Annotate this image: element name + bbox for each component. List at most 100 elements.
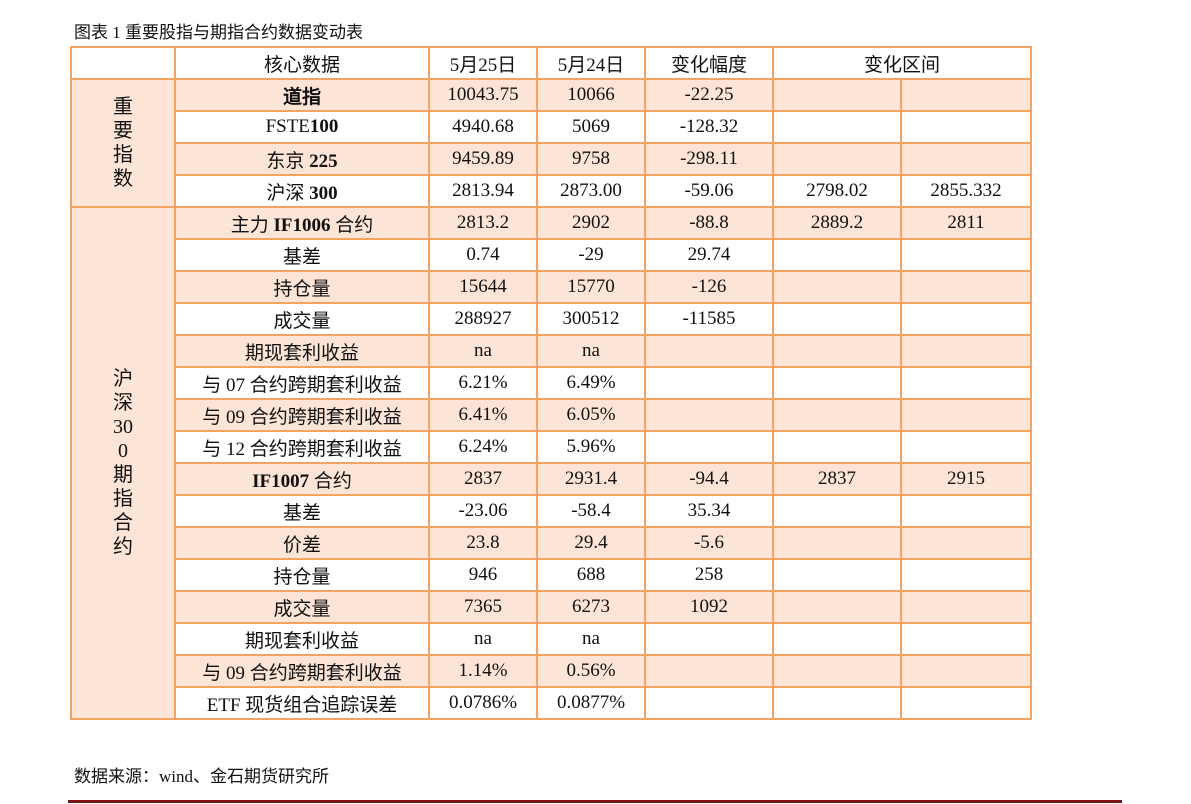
table-row: 与 12 合约跨期套利收益 6.24% 5.96% xyxy=(71,430,1032,464)
row-label: 沪深 300 xyxy=(174,174,430,208)
value-cell: 6.24% xyxy=(428,430,538,464)
value-cell xyxy=(900,430,1032,464)
table-row: 期现套利收益 na na xyxy=(71,334,1032,368)
value-cell: 2837 xyxy=(772,462,902,496)
value-cell: 2873.00 xyxy=(536,174,646,208)
table-row: 东京 225 9459.89 9758 -298.11 xyxy=(71,142,1032,176)
label-suffix: 合约 xyxy=(330,214,374,236)
source-note: 数据来源：wind、金石期货研究所 xyxy=(74,767,329,786)
value-cell: -58.4 xyxy=(536,494,646,528)
row-label: 与 12 合约跨期套利收益 xyxy=(174,430,430,464)
value-cell: 1092 xyxy=(644,590,774,624)
table-row: 沪深 300 2813.94 2873.00 -59.06 2798.02 2855.33… xyxy=(71,174,1032,208)
value-cell xyxy=(900,142,1032,176)
label-text: FSTE xyxy=(265,116,310,137)
table-row: 沪深300期指合约 主力 IF1006 合约 2813.2 2902 -88.8 2889… xyxy=(70,206,1032,720)
table-row: 与 09 合约跨期套利收益 6.41% 6.05% xyxy=(71,398,1032,432)
row-label: 与 09 合约跨期套利收益 xyxy=(174,398,430,432)
value-cell: 2931.4 xyxy=(536,462,646,496)
label-code: 300 xyxy=(309,182,338,204)
table-row: 与 07 合约跨期套利收益 6.21% 6.49% xyxy=(71,366,1032,400)
value-cell: 2798.02 xyxy=(772,174,902,208)
value-cell: 0.56% xyxy=(536,654,646,688)
table-row: IF1007 合约 2837 2931.4 -94.4 2837 2915 xyxy=(71,462,1032,496)
value-cell: 6.41% xyxy=(428,398,538,432)
value-cell: 2813.2 xyxy=(428,206,538,240)
table-row: 与 09 合约跨期套利收益 1.14% 0.56% xyxy=(71,654,1032,688)
value-cell: 9758 xyxy=(536,142,646,176)
value-cell: 0.74 xyxy=(428,238,538,272)
value-cell: 15770 xyxy=(536,270,646,304)
value-cell xyxy=(772,494,902,528)
value-cell: na xyxy=(428,622,538,656)
value-cell xyxy=(644,686,774,720)
row-label: IF1007 合约 xyxy=(174,462,430,496)
value-cell xyxy=(772,686,902,720)
value-cell: 5.96% xyxy=(536,430,646,464)
row-label: FSTE100 xyxy=(174,110,430,144)
value-cell xyxy=(900,302,1032,336)
value-cell xyxy=(900,654,1032,688)
value-cell: 300512 xyxy=(536,302,646,336)
label-suffix: 合约 xyxy=(309,470,352,492)
row-label: 期现套利收益 xyxy=(174,334,430,368)
value-cell xyxy=(772,110,902,144)
value-cell xyxy=(772,430,902,464)
header-cell xyxy=(70,46,176,80)
header-row: 核心数据 5月25日 5月24日 变化幅度 变化区间 xyxy=(70,46,1032,80)
value-cell xyxy=(644,334,774,368)
table-row: 持仓量 946 688 258 xyxy=(71,558,1032,592)
table-row: ETF 现货组合追踪误差 0.0786% 0.0877% xyxy=(71,686,1032,720)
value-cell: 2889.2 xyxy=(772,206,902,240)
value-cell: 4940.68 xyxy=(428,110,538,144)
value-cell xyxy=(772,302,902,336)
row-label: 基差 xyxy=(174,238,430,272)
value-cell xyxy=(900,686,1032,720)
table-row: 期现套利收益 na na xyxy=(71,622,1032,656)
value-cell: 6.49% xyxy=(536,366,646,400)
value-cell: 9459.89 xyxy=(428,142,538,176)
value-cell xyxy=(772,654,902,688)
row-label: 价差 xyxy=(174,526,430,560)
group-label: 重要指数 xyxy=(70,78,176,208)
group-label: 沪深300期指合约 xyxy=(70,206,176,720)
value-cell xyxy=(900,398,1032,432)
row-label: 持仓量 xyxy=(174,270,430,304)
value-cell: 6273 xyxy=(536,590,646,624)
value-cell xyxy=(772,558,902,592)
value-cell xyxy=(644,366,774,400)
data-table: 核心数据 5月25日 5月24日 变化幅度 变化区间 重要指数 道指 10043.75 100 6… xyxy=(70,46,1032,720)
table-row: 价差 23.8 29.4 -5.6 xyxy=(71,526,1032,560)
value-cell: 7365 xyxy=(428,590,538,624)
value-cell: 2902 xyxy=(536,206,646,240)
value-cell xyxy=(900,622,1032,656)
value-cell xyxy=(644,430,774,464)
value-cell xyxy=(644,622,774,656)
value-cell: 23.8 xyxy=(428,526,538,560)
value-cell: 258 xyxy=(644,558,774,592)
value-cell xyxy=(900,270,1032,304)
value-cell xyxy=(900,366,1032,400)
group-label-text: 沪深300期指合约 xyxy=(113,368,133,558)
value-cell xyxy=(772,270,902,304)
value-cell xyxy=(772,142,902,176)
value-cell xyxy=(772,590,902,624)
row-label: 道指 xyxy=(174,78,430,112)
value-cell: 10043.75 xyxy=(428,78,538,112)
label-code: 100 xyxy=(309,116,339,137)
label-code: IF1007 xyxy=(252,470,310,492)
value-cell xyxy=(772,78,902,112)
value-cell: 288927 xyxy=(428,302,538,336)
label-text: 沪深 xyxy=(266,182,310,204)
row-label: 东京 225 xyxy=(174,142,430,176)
value-cell xyxy=(772,334,902,368)
header-cell: 5月25日 xyxy=(428,46,538,80)
value-cell xyxy=(900,494,1032,528)
value-cell: 2855.332 xyxy=(900,174,1032,208)
label-code: 225 xyxy=(309,150,338,172)
row-label: 成交量 xyxy=(174,590,430,624)
label-text: 主力 xyxy=(230,214,274,236)
value-cell: 688 xyxy=(536,558,646,592)
value-cell xyxy=(772,238,902,272)
row-label: 与 09 合约跨期套利收益 xyxy=(174,654,430,688)
